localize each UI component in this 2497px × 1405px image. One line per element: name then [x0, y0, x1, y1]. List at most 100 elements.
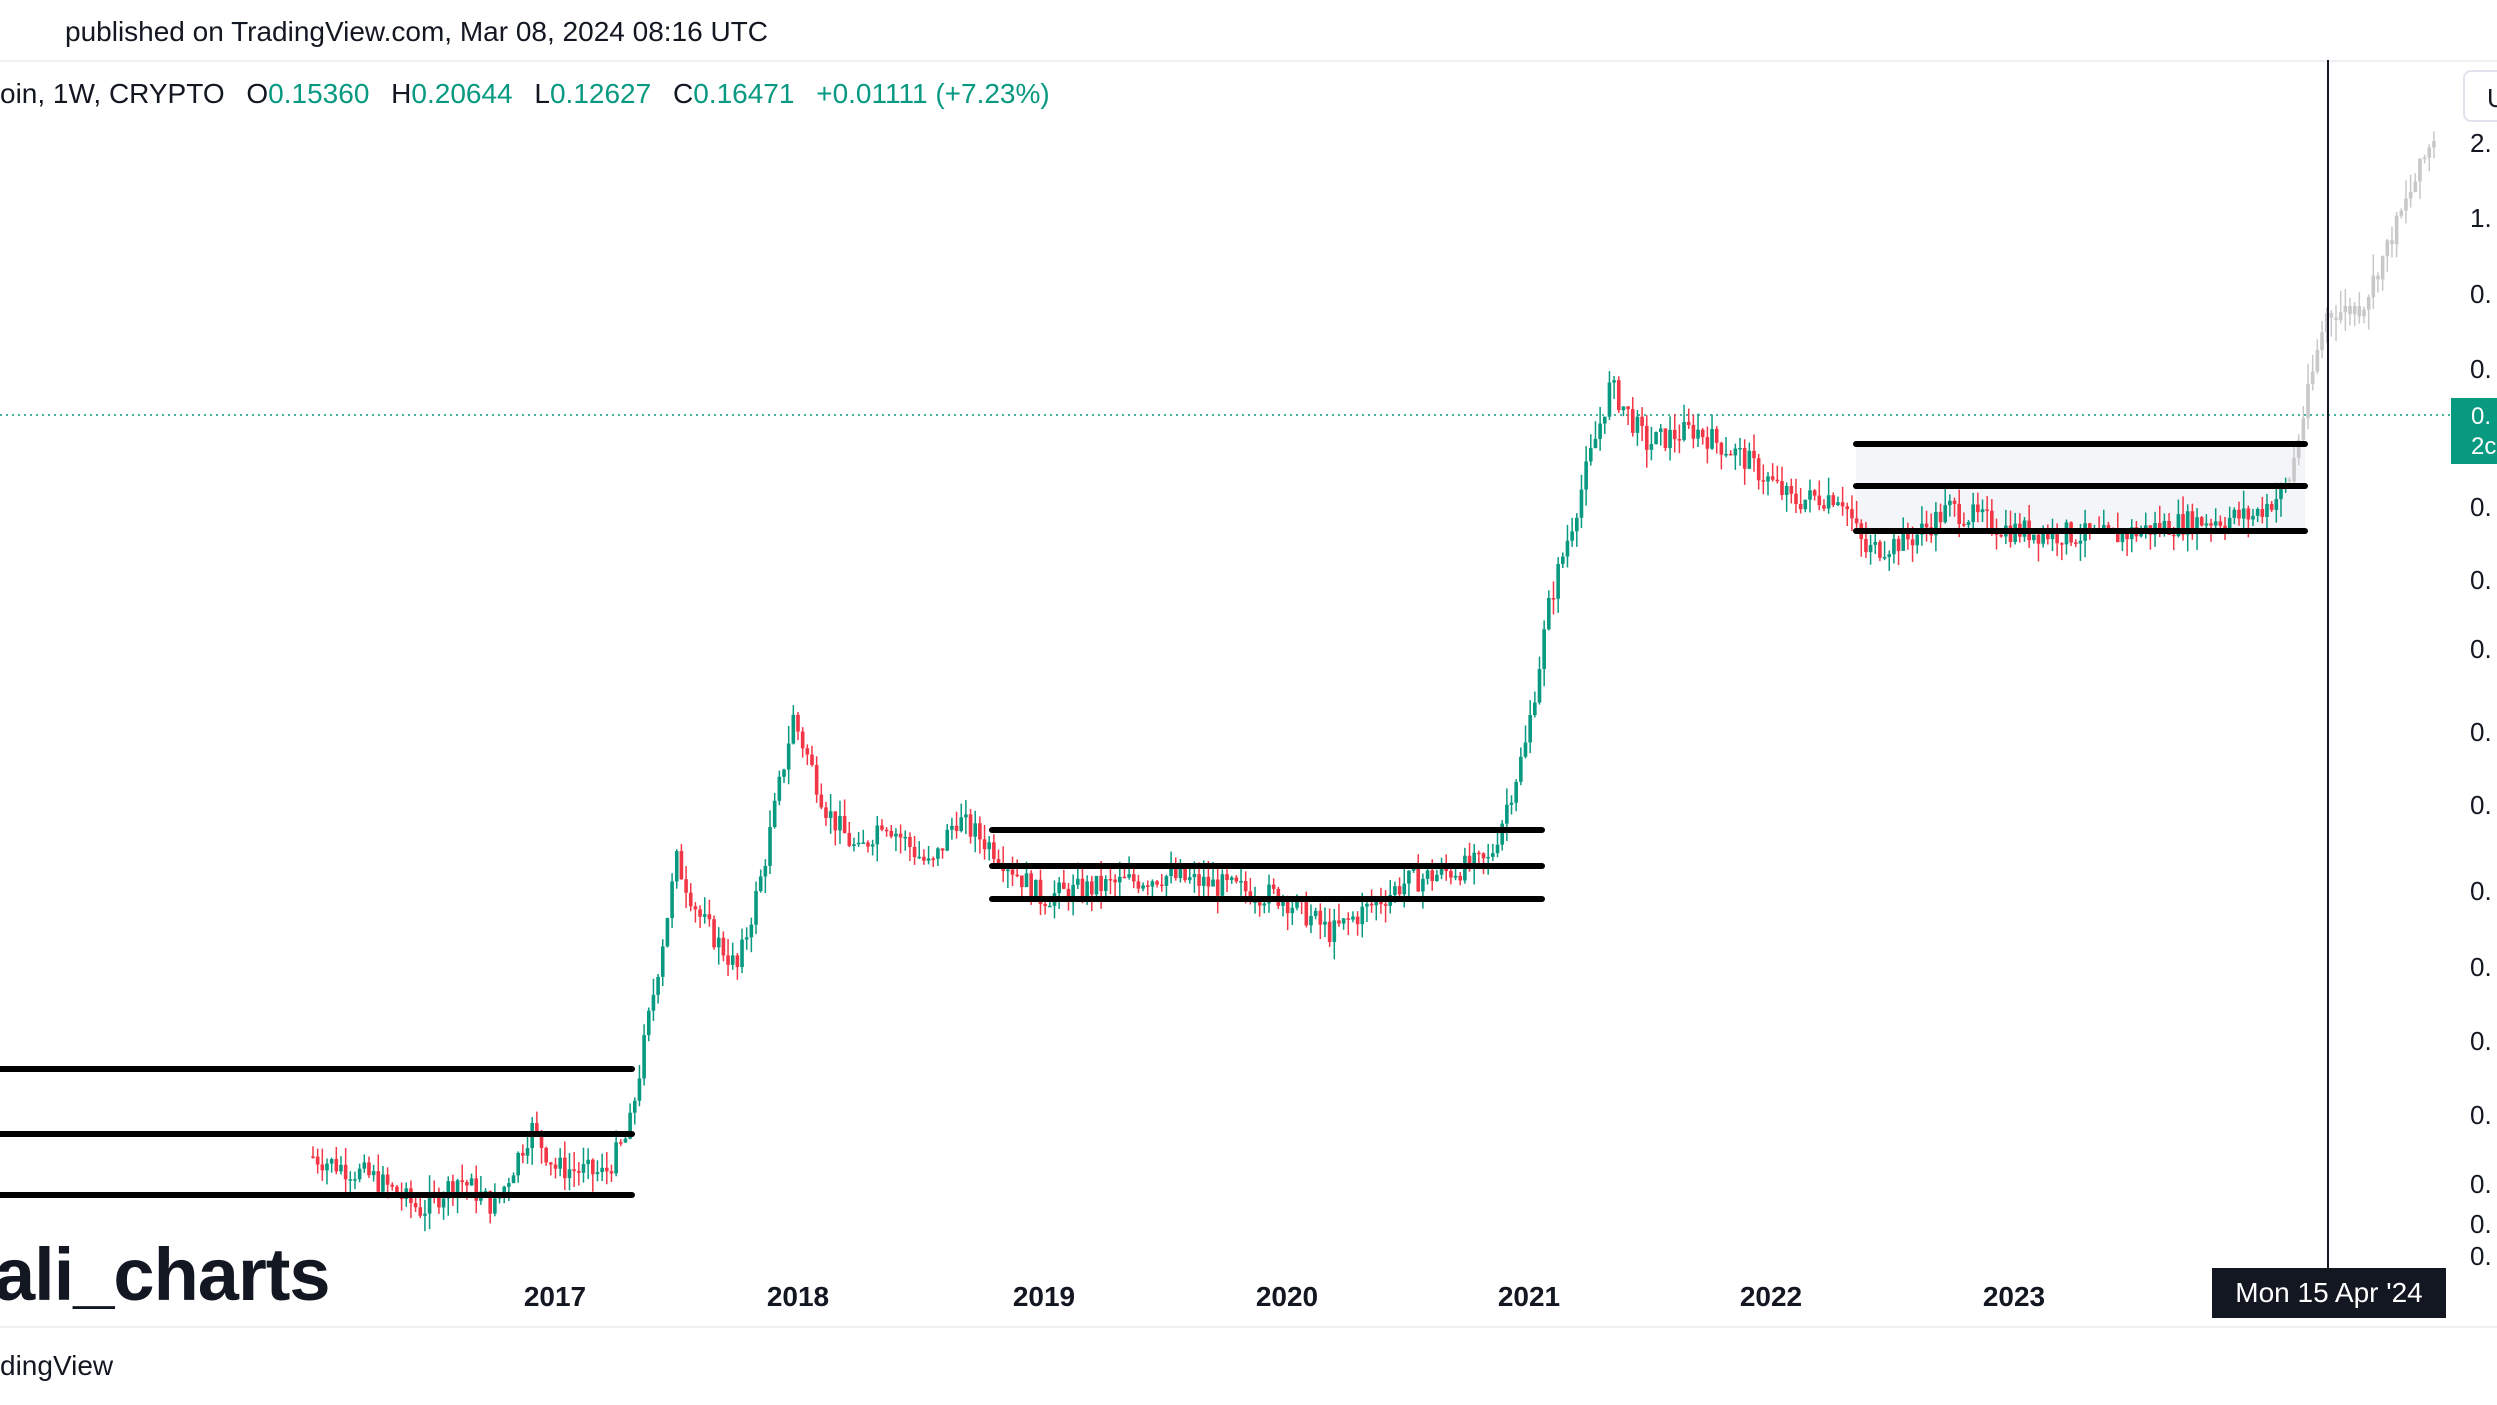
candle-body [1794, 493, 1798, 505]
symbol-name[interactable]: oin, 1W, CRYPTO [0, 78, 225, 109]
candle [894, 828, 898, 852]
candle-body [1318, 910, 1323, 925]
candle [329, 1157, 334, 1173]
candle [707, 899, 712, 927]
candle-body [730, 955, 735, 965]
candle [735, 953, 740, 980]
candle-body [1365, 903, 1369, 907]
candle [880, 819, 884, 832]
candle-body [959, 817, 964, 831]
candle-body [2232, 509, 2237, 518]
candle-body [716, 937, 721, 948]
candle [712, 915, 716, 950]
candle-body [1313, 910, 1318, 916]
candle [1234, 875, 1239, 884]
candle-body [1187, 877, 1192, 881]
projection-body [2408, 191, 2413, 199]
candle [1500, 820, 1504, 851]
candle [777, 770, 782, 806]
candle [1318, 903, 1323, 940]
candle [651, 978, 656, 1021]
candle [511, 1172, 516, 1184]
candle-body [786, 743, 791, 770]
candle-body [1481, 853, 1486, 859]
candle [516, 1151, 520, 1183]
candle-body [763, 865, 768, 877]
candle-body [371, 1171, 376, 1176]
candle-body [1439, 866, 1444, 875]
candle [1542, 620, 1546, 687]
candle-body [917, 856, 922, 859]
candle-body [343, 1164, 348, 1180]
close-label: C [672, 78, 694, 109]
candle [1141, 882, 1145, 892]
candle [702, 897, 707, 924]
candle [2232, 507, 2237, 525]
projection-body [2315, 350, 2320, 372]
candle [1682, 404, 1686, 442]
candle [544, 1146, 548, 1166]
candle-body [628, 1112, 632, 1139]
last-price-tag: 0. 2c [2451, 398, 2497, 464]
candle [2032, 534, 2036, 544]
candle-body [1458, 875, 1463, 881]
candle-body [908, 836, 912, 847]
candle-body [1243, 881, 1248, 892]
candle-body [1309, 915, 1313, 926]
x-tick-label: 2021 [1498, 1281, 1560, 1312]
candle [772, 792, 777, 829]
candle-body [740, 939, 744, 968]
y-tick-label: 0. [2470, 717, 2492, 747]
candle-body [1952, 500, 1957, 504]
candle [1537, 656, 1542, 705]
projection-body [2418, 158, 2422, 182]
candle-body [1337, 920, 1341, 924]
candle-body [618, 1142, 623, 1144]
candle-body [1551, 597, 1556, 600]
candle [437, 1187, 441, 1214]
candle [1812, 489, 1817, 501]
candle [2204, 514, 2209, 531]
candle-body [1178, 868, 1183, 879]
candle [604, 1151, 609, 1185]
bottom-bar [0, 1326, 2497, 1405]
candle [1649, 426, 1654, 461]
candle-body [1397, 886, 1402, 895]
candle-body [2050, 529, 2055, 540]
candle [791, 705, 796, 745]
candle [1309, 904, 1313, 934]
candle-body [656, 976, 660, 995]
candle-body [665, 918, 670, 947]
candle [1728, 450, 1733, 456]
candle-body [329, 1159, 334, 1164]
candle [917, 841, 922, 860]
projection-candle [2376, 272, 2380, 293]
candle-body [1812, 490, 1817, 496]
candle [1971, 492, 1975, 534]
candle [1948, 494, 1952, 517]
tradingview-logo-text[interactable]: dingView [0, 1350, 114, 1381]
candle-body [1192, 874, 1197, 878]
candle-body [889, 830, 894, 837]
candle [861, 829, 866, 845]
candle-body [502, 1186, 507, 1197]
projection-body [2422, 157, 2427, 160]
candle [950, 817, 954, 840]
candle-body [1491, 853, 1495, 857]
open-value: 0.15360 [268, 78, 370, 109]
candle-body [604, 1167, 609, 1172]
candle-body [810, 754, 814, 766]
unit-button[interactable]: U [2463, 70, 2497, 122]
candle [1934, 502, 1938, 552]
candle [1775, 465, 1780, 484]
candle-body [880, 825, 884, 830]
candle-body [2199, 517, 2204, 526]
y-tick-label: 0. [2470, 1169, 2492, 1199]
projection-candle [2432, 131, 2436, 159]
candle-body [521, 1152, 525, 1156]
candle [1271, 878, 1276, 895]
candle [1229, 875, 1234, 884]
projection-candle [2324, 307, 2329, 343]
candle-body [782, 769, 786, 777]
